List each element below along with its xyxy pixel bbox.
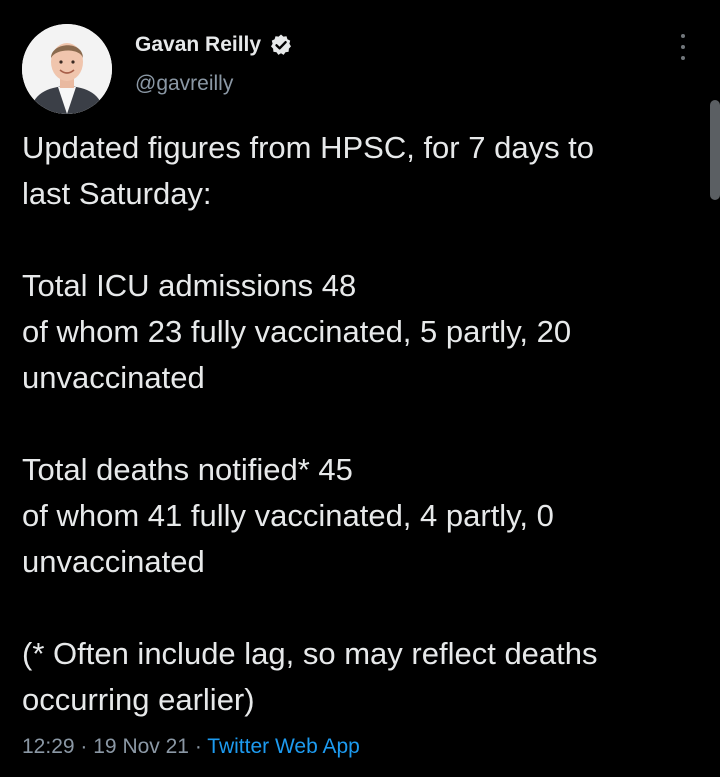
- more-dot: [681, 34, 685, 38]
- tweet-time[interactable]: 12:29: [22, 735, 75, 758]
- tweet-line: Total ICU admissions 48: [22, 268, 357, 303]
- tweet-line: Updated figures from HPSC, for 7 days to: [22, 130, 595, 165]
- tweet-line: of whom 23 fully vaccinated, 5 partly, 2…: [22, 314, 572, 349]
- tweet-line: last Saturday:: [22, 176, 212, 211]
- paragraph-gap: [22, 401, 702, 447]
- scrollbar-thumb[interactable]: [710, 100, 720, 200]
- meta-separator: ·: [80, 735, 88, 758]
- meta-separator: ·: [194, 735, 202, 758]
- more-dot: [681, 45, 685, 49]
- tweet-line: unvaccinated: [22, 544, 205, 579]
- paragraph-gap: [22, 217, 702, 263]
- author-display-name[interactable]: Gavan Reilly: [135, 33, 262, 56]
- verified-badge-icon: [269, 33, 293, 57]
- author-name-row: Gavan Reilly: [135, 32, 293, 58]
- tweet-meta: 12:29 · 19 Nov 21 · Twitter Web App: [22, 732, 360, 762]
- more-options-icon[interactable]: [672, 34, 694, 60]
- avatar-image: [22, 24, 112, 114]
- tweet-line: (* Often include lag, so may reflect dea…: [22, 636, 598, 671]
- more-dot: [681, 56, 685, 60]
- author-handle[interactable]: @gavreilly: [135, 72, 234, 95]
- tweet-date[interactable]: 19 Nov 21: [93, 735, 189, 758]
- tweet-line: of whom 41 fully vaccinated, 4 partly, 0: [22, 498, 554, 533]
- tweet-body: Updated figures from HPSC, for 7 days to…: [22, 125, 702, 723]
- tweet-source-link[interactable]: Twitter Web App: [207, 735, 360, 758]
- paragraph-gap: [22, 585, 702, 631]
- author-avatar[interactable]: [22, 24, 112, 114]
- tweet-line: Total deaths notified* 45: [22, 452, 353, 487]
- tweet-line: unvaccinated: [22, 360, 205, 395]
- tweet-line: occurring earlier): [22, 682, 255, 717]
